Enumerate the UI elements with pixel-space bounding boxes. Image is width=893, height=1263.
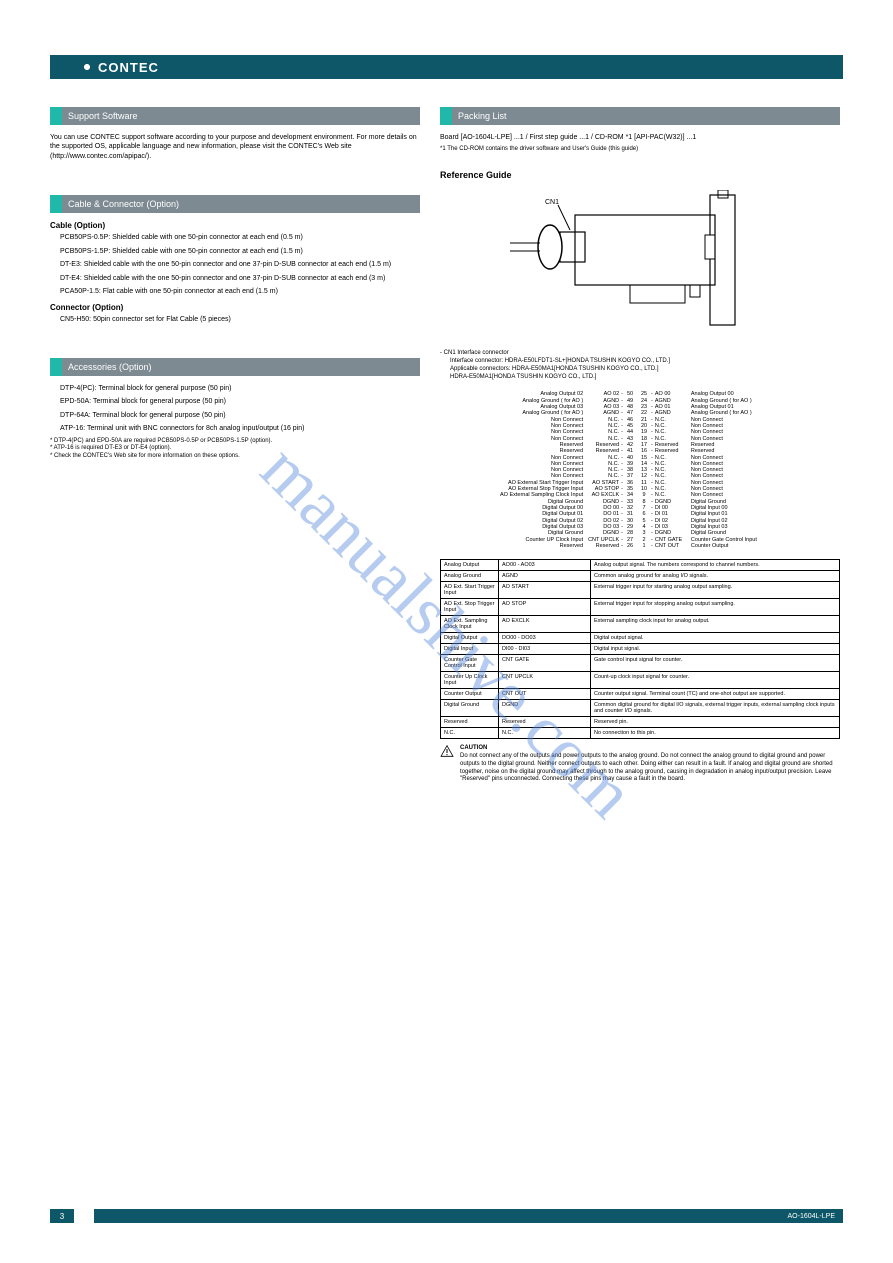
table-row: Digital InputDI00 - DI03Digital input si…: [441, 644, 840, 655]
pinout-row: ReservedReserved -261- CNT OUTCounter Ou…: [481, 543, 799, 549]
pin-description-table: Analog OutputAO00 - AO03Analog output si…: [440, 559, 840, 739]
table-row: Digital GroundDGNDCommon digital ground …: [441, 700, 840, 717]
page-number: 3: [50, 1209, 74, 1223]
table-row: Analog OutputAO00 - AO03Analog output si…: [441, 560, 840, 571]
section-support-software: Support Software: [50, 107, 420, 125]
accessory-note: * Check the CONTEC's Web site for more i…: [50, 453, 420, 461]
packing-list-text: Board [AO-1604L-LPE] ...1 / First step g…: [440, 133, 840, 142]
table-row: AO Ext. Sampling Clock InputAO EXCLKExte…: [441, 616, 840, 633]
right-column: Packing List Board [AO-1604L-LPE] ...1 /…: [440, 107, 840, 784]
pinout-diagram: Analog Output 02AO 02 -5025- AO 00Analog…: [440, 391, 840, 549]
accessory-note: * ATP-16 is required DT-E3 or DT-E4 (opt…: [50, 445, 420, 453]
connector-caption: - CN1 Interface connector: [440, 350, 840, 358]
logo-icon: [80, 60, 94, 74]
connector-item: CN5-H50: 50pin connector set for Flat Ca…: [60, 315, 420, 324]
section-accessories: Accessories (Option): [50, 358, 420, 376]
brand-name: CONTEC: [98, 60, 159, 75]
packing-note: *1 The CD-ROM contains the driver softwa…: [440, 146, 840, 154]
table-row: AO Ext. Start Trigger InputAO STARTExter…: [441, 582, 840, 599]
reference-guide-heading: Reference Guide: [440, 170, 840, 180]
cable-list: PCB50PS-0.5P: Shielded cable with one 50…: [50, 233, 420, 296]
caution-block: CAUTION Do not connect any of the output…: [440, 745, 840, 784]
table-row: Analog GroundAGNDCommon analog ground fo…: [441, 571, 840, 582]
table-row: Counter OutputCNT OUTCounter output sign…: [441, 689, 840, 700]
table-row: ReservedReservedReserved pin.: [441, 717, 840, 728]
warning-icon: [440, 745, 454, 757]
section-cable-connector: Cable & Connector (Option): [50, 195, 420, 213]
left-column: Support Software You can use CONTEC supp…: [50, 107, 420, 784]
cn1-info: HDRA-E50MA1[HONDA TSUSHIN KOGYO CO., LTD…: [440, 374, 840, 382]
support-software-text: You can use CONTEC support software acco…: [50, 133, 420, 161]
cn1-info: Interface connector: HDRA-E50LFDT1-SL+[H…: [440, 358, 840, 366]
table-row: N.C.N.C.No connection to this pin.: [441, 728, 840, 739]
board-diagram: CN1: [510, 190, 770, 330]
accessories-list: DTP-4(PC): Terminal block for general pu…: [50, 384, 420, 434]
model-label: AO-1604L-LPE: [780, 1209, 843, 1223]
table-row: Counter Gate Control InputCNT GATEGate c…: [441, 655, 840, 672]
footer: 3 AO-1604L-LPE: [50, 1209, 843, 1223]
table-row: Digital OutputDO00 - DO03Digital output …: [441, 633, 840, 644]
caution-text: Do not connect any of the outputs and po…: [460, 753, 840, 784]
table-row: Counter Up Clock InputCNT UPCLKCount-up …: [441, 672, 840, 689]
cn1-info: Applicable connectors: HDRA-E50MA1[HONDA…: [440, 366, 840, 374]
connector-option-heading: Connector (Option): [50, 303, 420, 312]
table-row: AO Ext. Stop Trigger InputAO STOPExterna…: [441, 599, 840, 616]
accessory-note: * DTP-4(PC) and EPD-50A are required PCB…: [50, 438, 420, 446]
header-bar: CONTEC: [50, 55, 843, 79]
cable-option-heading: Cable (Option): [50, 221, 420, 230]
caution-label: CAUTION: [460, 745, 840, 753]
section-packing-list: Packing List: [440, 107, 840, 125]
svg-text:CN1: CN1: [545, 199, 559, 206]
